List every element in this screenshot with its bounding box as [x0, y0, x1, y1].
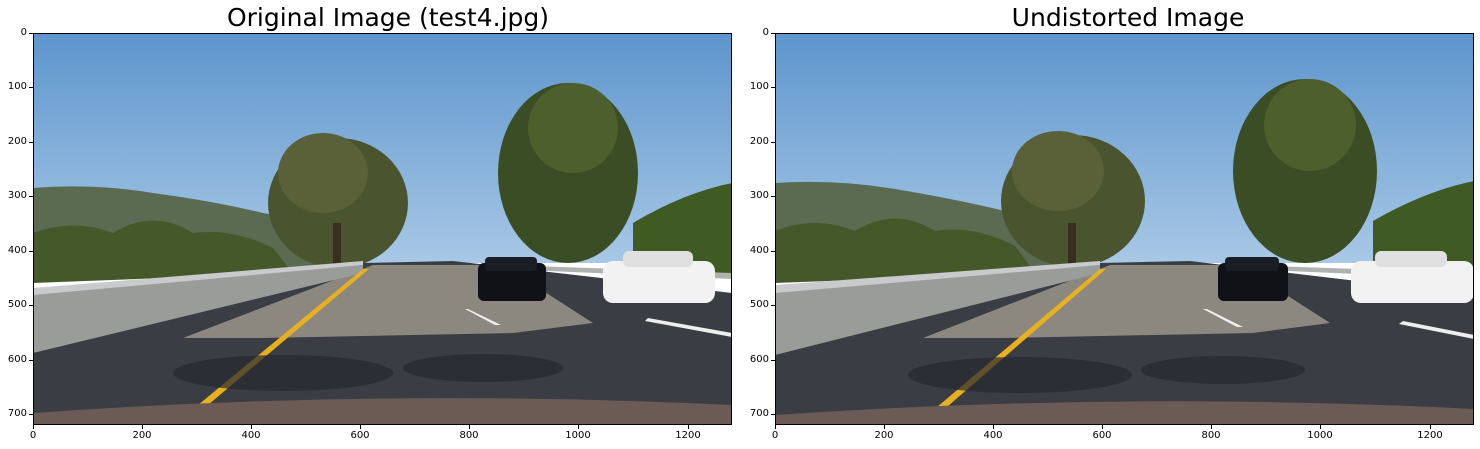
ytick-label: 100 [7, 81, 27, 92]
xtick-label: 1200 [675, 430, 701, 441]
xtick-label: 400 [241, 430, 261, 441]
panel-title: Undistorted Image [1011, 3, 1245, 32]
xtick-label: 600 [1092, 430, 1112, 441]
ytick-label: 700 [7, 408, 27, 419]
ytick-label: 100 [749, 81, 769, 92]
ytick-label: 500 [749, 299, 769, 310]
panel-undistorted: Undistorted Image [740, 0, 1480, 449]
ytick-label: 200 [7, 136, 27, 147]
xtick-label: 400 [983, 430, 1003, 441]
xtick-label: 600 [350, 430, 370, 441]
ytick-label: 700 [749, 408, 769, 419]
road-photo [775, 33, 1474, 425]
xtick-label: 1000 [565, 430, 591, 441]
ytick-label: 0 [20, 27, 27, 38]
road-photo [33, 33, 732, 425]
xtick-label: 800 [459, 430, 479, 441]
xtick-label: 0 [29, 430, 37, 441]
xtick-label: 0 [771, 430, 779, 441]
ytick-label: 600 [7, 354, 27, 365]
ytick-label: 300 [749, 190, 769, 201]
image-axes: 0 100 200 300 400 500 600 700 0 200 400 … [8, 27, 732, 441]
ytick-label: 400 [7, 245, 27, 256]
image-axes: 0 100 200 300 400 500 600 700 0 200 400 … [750, 27, 1474, 441]
xtick-label: 1200 [1417, 430, 1443, 441]
ytick-label: 200 [749, 136, 769, 147]
xtick-label: 1000 [1307, 430, 1333, 441]
ytick-label: 600 [749, 354, 769, 365]
ytick-label: 300 [7, 190, 27, 201]
xtick-label: 200 [132, 430, 152, 441]
xtick-label: 800 [1201, 430, 1221, 441]
xtick-label: 200 [874, 430, 894, 441]
ytick-label: 500 [7, 299, 27, 310]
panel-title: Original Image (test4.jpg) [226, 3, 550, 32]
ytick-label: 0 [762, 27, 769, 38]
panel-original: Original Image (test4.jpg) [8, 3, 732, 441]
ytick-label: 400 [749, 245, 769, 256]
